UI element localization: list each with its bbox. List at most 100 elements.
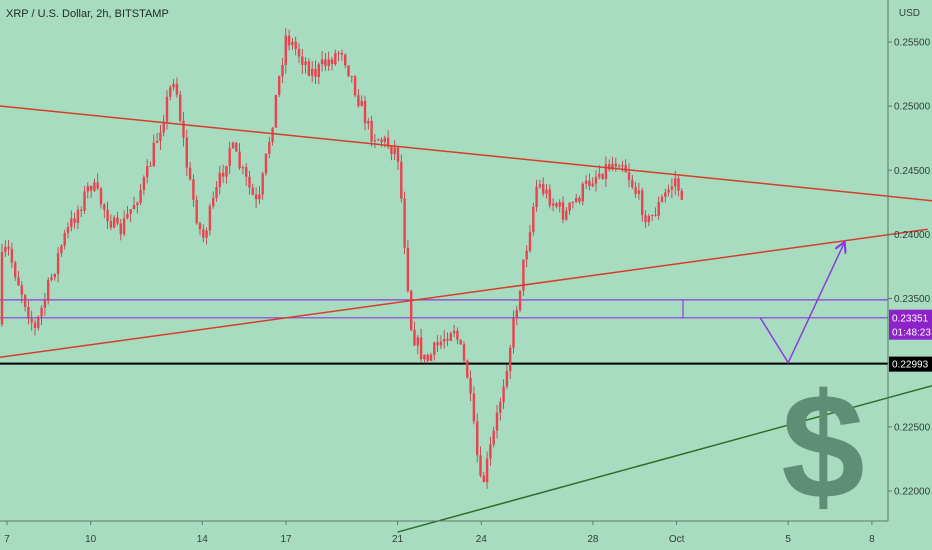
candle-body xyxy=(106,209,109,222)
candle-body xyxy=(155,141,159,143)
candle-body xyxy=(637,190,641,194)
candle xyxy=(83,186,86,214)
candle-body xyxy=(492,430,495,445)
candle-body xyxy=(172,83,175,88)
candle xyxy=(558,199,561,213)
candle-body xyxy=(373,140,377,142)
candle-body xyxy=(499,402,502,413)
candle xyxy=(505,364,509,390)
candle-body xyxy=(53,273,56,278)
candle xyxy=(538,179,542,189)
candle-body xyxy=(169,87,172,97)
candle-body xyxy=(502,386,505,403)
candle-body xyxy=(400,161,403,199)
candle-body xyxy=(660,196,664,203)
candle-body xyxy=(122,218,126,235)
candle xyxy=(212,191,215,209)
candle xyxy=(96,173,99,191)
candle-body xyxy=(509,347,512,372)
candle-body xyxy=(485,458,489,483)
candle xyxy=(377,138,380,141)
candle xyxy=(33,319,37,336)
candle xyxy=(456,327,459,345)
candle-body xyxy=(518,290,522,311)
candle xyxy=(634,182,637,198)
candle-body xyxy=(317,64,320,77)
candle-body xyxy=(403,198,406,248)
candle xyxy=(426,353,429,364)
candle-body xyxy=(377,139,380,141)
candle-body xyxy=(479,455,482,476)
trendline-lower-support xyxy=(397,384,932,533)
candle-body xyxy=(162,121,165,133)
candle-body xyxy=(581,183,584,202)
candle xyxy=(122,210,126,237)
candle xyxy=(548,184,551,209)
candle-body xyxy=(426,354,429,361)
candle-body xyxy=(456,330,459,340)
candle-body xyxy=(429,354,433,361)
x-tick-label: 17 xyxy=(280,534,292,545)
candle xyxy=(142,175,146,196)
candle-body xyxy=(680,190,683,200)
candle xyxy=(403,191,406,255)
candle xyxy=(370,115,373,147)
candle-body xyxy=(350,76,353,78)
candle xyxy=(47,277,50,305)
candle-body xyxy=(617,166,621,168)
candle-body xyxy=(33,322,37,329)
candle xyxy=(469,370,472,402)
x-tick-label: 8 xyxy=(869,534,875,545)
candle-body xyxy=(30,318,33,323)
candle-body xyxy=(340,52,344,55)
candle xyxy=(202,224,205,243)
candle-body xyxy=(314,68,317,77)
candle xyxy=(601,173,604,180)
candle xyxy=(525,245,528,268)
candle xyxy=(330,57,334,71)
candle xyxy=(152,134,155,168)
candle xyxy=(225,165,228,184)
candle xyxy=(502,379,505,410)
candle-body xyxy=(555,203,558,207)
current-price-tag-bg xyxy=(889,309,932,340)
candle-body xyxy=(584,180,588,184)
candle xyxy=(350,75,353,83)
candle-body xyxy=(476,421,479,456)
candle-body xyxy=(324,59,327,66)
candle xyxy=(555,201,558,209)
candle-body xyxy=(528,232,532,251)
candle-body xyxy=(40,307,43,317)
candle-body xyxy=(47,279,50,300)
candle-body xyxy=(449,333,452,341)
candle xyxy=(492,426,495,448)
candle-body xyxy=(149,165,152,167)
candle-body xyxy=(558,202,561,207)
candle-body xyxy=(231,142,235,149)
candle xyxy=(581,181,584,206)
candle-body xyxy=(330,59,334,65)
candle xyxy=(317,62,320,85)
candle-body xyxy=(621,165,624,167)
candle-body xyxy=(136,202,139,206)
candle-body xyxy=(469,377,472,394)
candle xyxy=(185,129,188,176)
candle xyxy=(393,140,396,161)
y-tick-label: 0.24500 xyxy=(894,166,931,177)
candle-body xyxy=(608,164,611,170)
candle-body xyxy=(551,203,555,206)
candle xyxy=(532,202,535,236)
candle-body xyxy=(159,132,162,142)
candle xyxy=(208,203,212,236)
candle xyxy=(89,185,93,199)
candle-body xyxy=(535,186,538,207)
candle xyxy=(588,173,591,191)
candle-body xyxy=(218,172,221,188)
candle xyxy=(575,193,578,203)
x-tick-label: 24 xyxy=(476,534,488,545)
candle xyxy=(268,136,271,159)
candle xyxy=(56,247,60,283)
candle xyxy=(357,89,360,108)
